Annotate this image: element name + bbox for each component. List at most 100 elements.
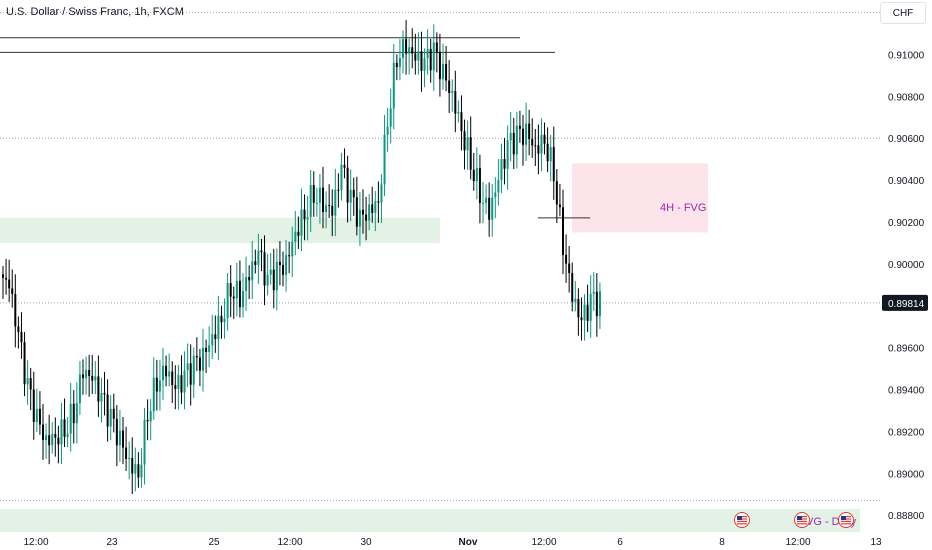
candle-body [211,334,214,346]
candle-body [386,126,389,135]
candle-body [177,375,180,389]
candle-body [106,394,109,427]
candle-body [306,217,309,220]
candle-body [285,255,288,275]
candle-body [275,261,278,291]
zone-green [0,508,860,532]
candle-body [343,164,346,168]
candle-body [395,62,398,68]
candle-body [146,419,149,422]
y-tick-label: 0.88800 [888,511,925,522]
candle-body [389,108,392,127]
candle-body [402,39,404,58]
candle-body [512,132,515,155]
candle-body [45,435,48,441]
y-tick-label: 0.90400 [888,176,925,187]
y-tick-label: 0.90200 [888,218,925,229]
candle-body [543,134,546,144]
candle-body [331,205,334,216]
candle-body [457,112,460,114]
candle-body [562,207,564,255]
candle-body [380,184,383,203]
zone-pink [572,163,708,233]
candle-body [571,272,574,302]
candle-body [355,197,358,227]
candle-body [238,280,241,308]
candle-body [97,376,100,402]
candle-body [392,62,395,109]
candle-body [8,279,11,289]
candle-body [411,47,414,54]
candle-body [482,202,484,204]
candle-body [85,370,88,378]
candle-body [371,204,374,213]
candle-body [134,464,137,474]
candle-body [537,145,540,154]
candle-body [463,131,466,151]
y-tick-label: 0.90600 [888,134,925,145]
candle-body [11,288,14,295]
us-flag-icon[interactable] [794,512,810,528]
candle-body [66,433,69,437]
candle-body [592,291,595,294]
currency-button[interactable]: CHF [880,2,926,24]
candle-body [565,254,568,264]
candle-body [223,318,226,323]
candle-body [451,91,454,93]
candle-body [518,125,521,129]
x-tick-label: 12:00 [277,537,302,548]
candle-body [528,123,531,140]
candle-body [122,430,124,448]
candle-body [414,53,417,61]
y-tick-label: 0.89400 [888,386,925,397]
candle-body [318,187,321,203]
candle-body [186,363,189,371]
candle-body [266,274,269,286]
candle-body [131,458,134,474]
candle-body [183,370,186,393]
candle-body [325,205,328,212]
candle-body [235,280,238,299]
candle-body [549,147,552,162]
candle-body [288,255,291,257]
candle-body [5,277,8,280]
candle-body [598,291,601,317]
candle-body [540,134,543,154]
candle-body [552,147,555,182]
candle-body [294,231,297,242]
candle-body [432,42,435,71]
candle-body [109,408,112,427]
candle-body [426,48,429,59]
candle-body [220,315,223,323]
candle-body [595,291,598,317]
candle-body [202,348,204,371]
candle-body [368,204,371,221]
candle-body [383,134,386,185]
candle-body [60,419,63,445]
candle-body [26,378,29,385]
candle-body [232,296,235,299]
us-flag-icon[interactable] [838,512,854,528]
candle-body [583,304,586,321]
candle-body [94,376,97,381]
candle-body [580,317,583,321]
candle-body [35,408,38,422]
candle-body [226,283,229,319]
y-tick-label: 0.89200 [888,427,925,438]
x-tick-label: 6 [617,537,623,548]
candle-body [442,63,444,80]
candle-body [149,411,152,422]
candle-body [475,168,478,182]
candle-body [48,435,51,446]
x-tick-label: 23 [106,537,118,548]
candle-body [478,168,481,204]
candle-body [460,112,463,132]
candle-body [155,377,158,392]
candle-body [272,269,275,291]
candle-body [297,231,300,236]
x-tick-label: 8 [719,537,725,548]
candle-body [125,447,128,459]
us-flag-icon[interactable] [734,512,750,528]
candle-body [377,201,380,203]
